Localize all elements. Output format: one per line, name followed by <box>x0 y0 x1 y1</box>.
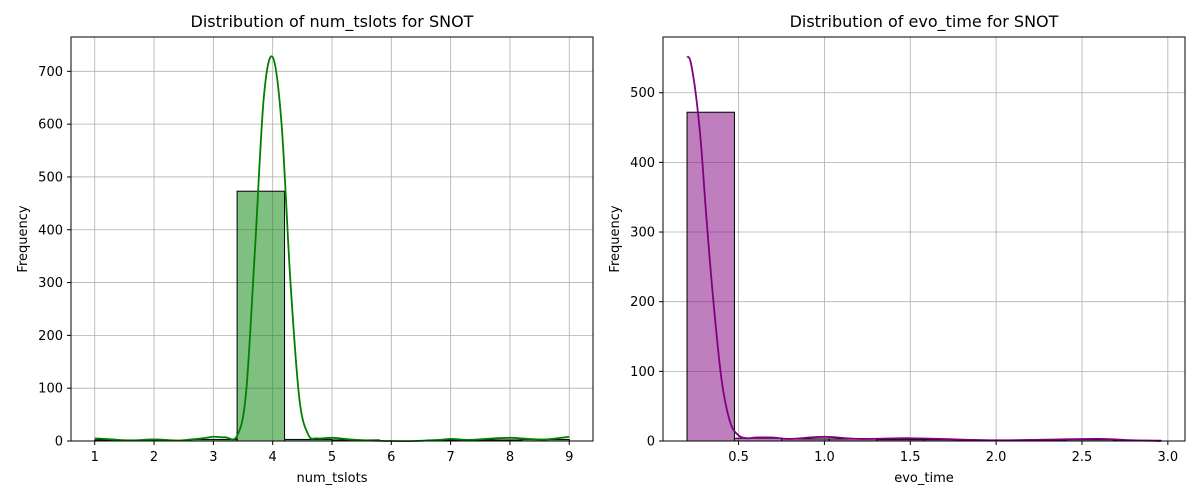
y-tick-label: 200 <box>38 329 63 344</box>
chart-title: Distribution of num_tslots for SNOT <box>191 12 474 32</box>
y-tick-label: 300 <box>38 276 63 291</box>
y-tick-label: 700 <box>38 65 63 80</box>
chart-title: Distribution of evo_time for SNOT <box>790 12 1059 32</box>
y-tick-label: 500 <box>38 170 63 185</box>
axis-ticks: 1 2 3 4 5 6 7 8 9 0 100 200 300 400 500 600 700 <box>38 65 573 465</box>
x-tick-label: 3 <box>209 450 217 465</box>
chart-panel-evo-time: 0.5 1.0 1.5 2.0 2.5 3.0 0 100 200 300 400 500 Distri… <box>608 12 1186 486</box>
axis-ticks: 0.5 1.0 1.5 2.0 2.5 3.0 0 100 200 300 400 500 <box>630 86 1178 465</box>
y-axis-label: Frequency <box>16 205 31 272</box>
x-tick-label: 1 <box>91 450 99 465</box>
x-tick-label: 8 <box>506 450 514 465</box>
y-tick-label: 0 <box>647 435 655 450</box>
y-tick-label: 500 <box>630 86 655 101</box>
y-tick-label: 400 <box>38 223 63 238</box>
y-tick-label: 100 <box>38 382 63 397</box>
histogram-bars <box>686 111 1162 442</box>
y-tick-label: 100 <box>630 365 655 380</box>
chart-panel-num-tslots: 1 2 3 4 5 6 7 8 9 0 100 200 300 400 500 600 700 Distribut… <box>16 12 594 486</box>
x-axis-label: num_tslots <box>297 471 368 486</box>
y-tick-label: 600 <box>38 118 63 133</box>
x-tick-label: 4 <box>269 450 277 465</box>
x-tick-label: 2.0 <box>986 450 1007 465</box>
grid <box>663 37 1185 442</box>
kde-line <box>686 55 1161 442</box>
x-tick-label: 6 <box>387 450 395 465</box>
y-axis-label: Frequency <box>608 205 623 272</box>
x-tick-label: 2.5 <box>1072 450 1093 465</box>
y-tick-label: 300 <box>630 226 655 241</box>
y-tick-label: 0 <box>55 435 63 450</box>
x-tick-label: 1.0 <box>814 450 835 465</box>
kde-line <box>94 55 570 443</box>
x-tick-label: 5 <box>328 450 336 465</box>
x-tick-label: 2 <box>150 450 158 465</box>
y-tick-label: 400 <box>630 156 655 171</box>
axes-frame <box>662 36 1186 442</box>
x-tick-label: 7 <box>446 450 454 465</box>
x-tick-label: 9 <box>565 450 573 465</box>
y-tick-label: 200 <box>630 295 655 310</box>
x-tick-label: 3.0 <box>1157 450 1178 465</box>
x-tick-label: 0.5 <box>728 450 749 465</box>
x-axis-label: evo_time <box>894 471 954 486</box>
grid <box>71 37 593 442</box>
x-tick-label: 1.5 <box>900 450 921 465</box>
